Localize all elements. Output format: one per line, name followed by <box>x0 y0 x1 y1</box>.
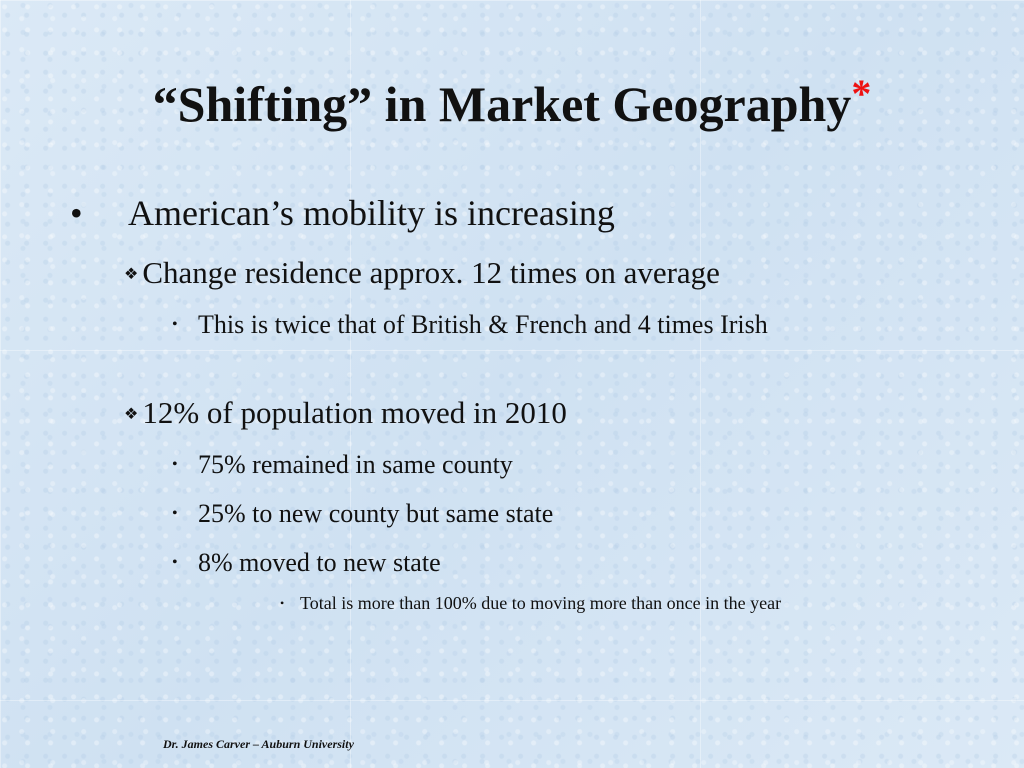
bullet-icon: • <box>172 316 178 333</box>
bullet-text: Total is more than 100% due to moving mo… <box>300 593 782 613</box>
bullet-population-moved: ❖ 12% of population moved in 2010 <box>124 395 567 431</box>
slide-title-text: “Shifting” in Market Geography <box>152 76 852 132</box>
bullet-text: American’s mobility is increasing <box>128 193 615 233</box>
bullet-icon: • <box>172 554 178 571</box>
bullet-icon: • <box>70 193 83 233</box>
bullet-mobility: • American’s mobility is increasing <box>70 192 615 234</box>
bullet-icon: • <box>172 456 178 473</box>
bullet-twice-british-french: • This is twice that of British & French … <box>172 310 768 340</box>
bullet-text: 25% to new county but same state <box>198 499 554 528</box>
bullet-text: 12% of population moved in 2010 <box>142 395 567 430</box>
diamond-bullet-icon: ❖ <box>124 406 139 423</box>
title-asterisk: * <box>851 71 872 116</box>
bullet-change-residence: ❖ Change residence approx. 12 times on av… <box>124 255 720 291</box>
bullet-same-county: • 75% remained in same county <box>172 450 513 480</box>
bullet-icon: • <box>280 596 285 610</box>
slide-title: “Shifting” in Market Geography* <box>0 72 1024 132</box>
bullet-new-state: • 8% moved to new state <box>172 548 441 578</box>
slide-footer: Dr. James Carver – Auburn University <box>163 737 354 751</box>
bullet-text: Change residence approx. 12 times on ave… <box>142 255 720 290</box>
bullet-new-county: • 25% to new county but same state <box>172 499 553 529</box>
diamond-bullet-icon: ❖ <box>124 266 139 283</box>
bullet-icon: • <box>172 505 178 522</box>
bullet-total-note: • Total is more than 100% due to moving m… <box>280 593 781 614</box>
bullet-text: This is twice that of British & French a… <box>198 310 768 339</box>
bullet-text: 8% moved to new state <box>198 548 441 577</box>
bullet-text: 75% remained in same county <box>198 450 513 479</box>
